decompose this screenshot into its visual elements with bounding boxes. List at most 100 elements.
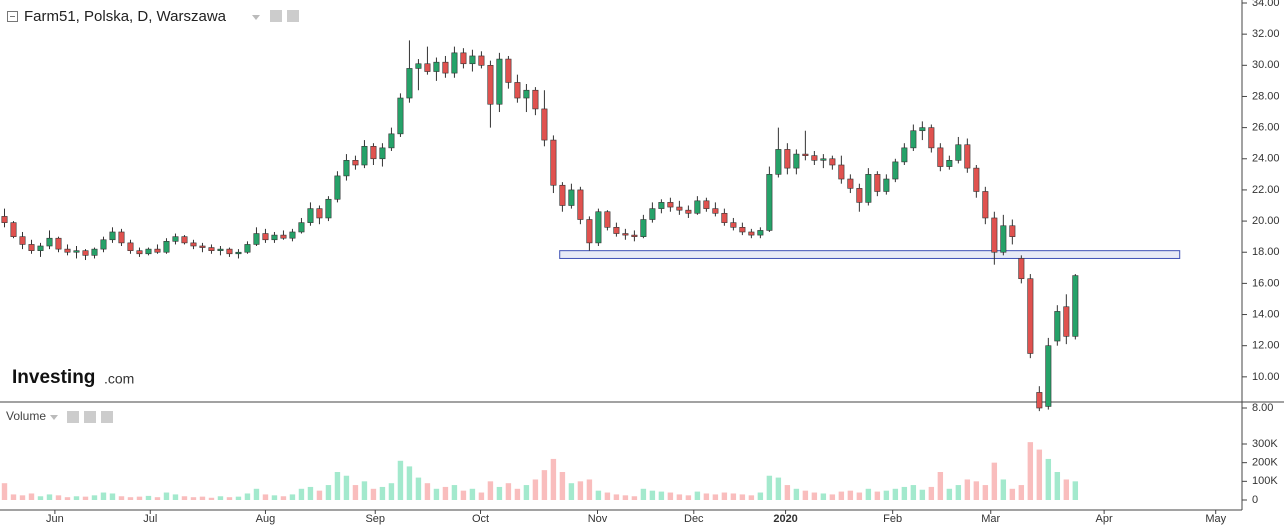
- candle-body: [856, 188, 863, 203]
- volume-bar: [802, 490, 809, 500]
- candle-body: [1027, 278, 1034, 354]
- candle-body: [460, 52, 467, 65]
- volume-bar: [298, 488, 305, 500]
- volume-bar: [235, 496, 242, 500]
- x-tick-label: Jun: [46, 513, 64, 525]
- candle-body: [550, 139, 557, 186]
- candle-body: [451, 52, 458, 74]
- volume-bar: [856, 492, 863, 500]
- x-tick-label: Apr: [1096, 513, 1113, 525]
- volume-bar: [262, 494, 269, 500]
- candle-body: [100, 239, 107, 250]
- candle-body: [55, 237, 62, 250]
- candle-body: [955, 144, 962, 161]
- volume-bar: [442, 486, 449, 500]
- candle-body: [28, 244, 35, 251]
- candle-body: [37, 245, 44, 251]
- volume-bar: [289, 494, 296, 500]
- candle-body: [325, 198, 332, 219]
- settings-icon[interactable]: [67, 411, 79, 423]
- candle-body: [829, 158, 836, 166]
- gear-icon[interactable]: [287, 10, 299, 22]
- volume-bar: [820, 493, 827, 500]
- candle-body: [631, 234, 638, 237]
- volume-bar: [496, 486, 503, 500]
- volume-bar: [1027, 442, 1034, 500]
- volume-bar: [64, 497, 71, 500]
- volume-bar: [613, 494, 620, 500]
- candle-body: [811, 155, 818, 161]
- candle-body: [64, 248, 71, 253]
- volume-bar: [1054, 472, 1061, 500]
- y-tick-label: 26.00: [1252, 122, 1280, 134]
- candle-body: [235, 251, 242, 255]
- candle-body: [577, 189, 584, 220]
- volume-bar: [46, 494, 53, 500]
- candle-body: [1072, 275, 1079, 337]
- y-tick-label: 20.00: [1252, 215, 1280, 227]
- candle-body: [505, 58, 512, 83]
- candle-body: [622, 233, 629, 236]
- volume-bar: [604, 492, 611, 500]
- volume-bar: [37, 496, 44, 500]
- candle-body: [397, 97, 404, 135]
- volume-bar: [991, 462, 998, 500]
- x-tick-label: Sep: [365, 513, 385, 525]
- volume-bar: [55, 495, 62, 500]
- candle-body: [307, 208, 314, 223]
- candle-body: [586, 219, 593, 244]
- candle-body: [424, 63, 431, 72]
- candle-body: [658, 202, 665, 209]
- candle-body: [379, 147, 386, 160]
- candle-body: [496, 58, 503, 105]
- y2-tick-label: 0: [1252, 494, 1258, 506]
- volume-bar: [568, 483, 575, 500]
- volume-bar: [226, 497, 233, 500]
- x-tick-label: Oct: [472, 513, 489, 525]
- candle-body: [433, 61, 440, 72]
- candle-body: [442, 61, 449, 74]
- candle-body: [1036, 392, 1043, 409]
- candle-body: [154, 248, 161, 253]
- candle-body: [280, 234, 287, 239]
- volume-bar: [775, 477, 782, 500]
- dropdown-arrow[interactable]: [252, 15, 260, 20]
- volume-bar: [244, 493, 251, 500]
- volume-bar: [406, 466, 413, 500]
- settings-icon[interactable]: [270, 10, 282, 22]
- x-tick-label: Aug: [256, 513, 276, 525]
- candle-body: [127, 242, 134, 251]
- y2-tick-label: 200K: [1252, 457, 1278, 469]
- candle-body: [649, 208, 656, 220]
- volume-bar: [136, 496, 143, 500]
- volume-bar: [208, 497, 215, 500]
- dropdown-arrow[interactable]: [50, 415, 58, 420]
- candle-body: [613, 227, 620, 234]
- candle-body: [730, 222, 737, 228]
- volume-bar: [973, 481, 980, 500]
- candle-body: [820, 158, 827, 161]
- x-tick-label: 2020: [773, 513, 797, 525]
- candle-body: [217, 248, 224, 251]
- volume-bar: [109, 493, 116, 500]
- candle-body: [289, 231, 296, 239]
- volume-bar: [271, 495, 278, 500]
- volume-title: Volume: [6, 409, 46, 423]
- candle-body: [928, 127, 935, 149]
- volume-bar: [1000, 479, 1007, 500]
- gear-icon[interactable]: [84, 411, 96, 423]
- candle-body: [712, 208, 719, 214]
- volume-bar: [694, 491, 701, 500]
- candle-body: [226, 248, 233, 255]
- close-icon[interactable]: [101, 411, 113, 423]
- candle-body: [595, 211, 602, 244]
- volume-bar: [1018, 485, 1025, 500]
- y-tick-label: 12.00: [1252, 340, 1280, 352]
- volume-bar: [172, 494, 179, 500]
- volume-bar: [514, 488, 521, 500]
- volume-bar: [424, 483, 431, 500]
- volume-bar: [730, 493, 737, 500]
- volume-bar: [559, 472, 566, 500]
- volume-bar: [739, 494, 746, 500]
